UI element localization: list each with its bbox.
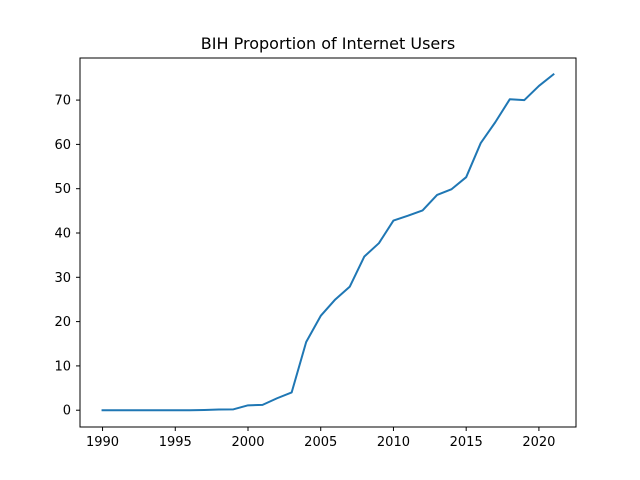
x-tick-label: 2010 xyxy=(377,435,410,450)
y-tick-label: 60 xyxy=(54,138,71,153)
y-tick-label: 10 xyxy=(54,359,71,374)
x-tick-label: 1995 xyxy=(159,435,192,450)
plot-area xyxy=(101,72,555,412)
y-axis: 0 10 20 30 40 50 60 70 xyxy=(54,94,80,419)
x-tick-label: 2005 xyxy=(304,435,337,450)
axes-frame xyxy=(79,57,577,428)
chart-title: BIH Proportion of Internet Users xyxy=(201,34,455,53)
x-tick-label: 2020 xyxy=(522,435,555,450)
x-tick-label: 1990 xyxy=(86,435,119,450)
series-line xyxy=(101,72,555,412)
x-tick-label: 2000 xyxy=(231,435,264,450)
y-tick-label: 30 xyxy=(54,271,71,286)
y-tick-label: 50 xyxy=(54,182,71,197)
y-tick-label: 20 xyxy=(54,315,71,330)
y-tick-label: 0 xyxy=(63,404,71,419)
x-tick-label: 2015 xyxy=(450,435,483,450)
y-tick-label: 40 xyxy=(54,226,71,241)
y-tick-label: 70 xyxy=(54,94,71,109)
x-axis: 1990 1995 2000 2005 2010 2015 2020 xyxy=(86,427,555,450)
